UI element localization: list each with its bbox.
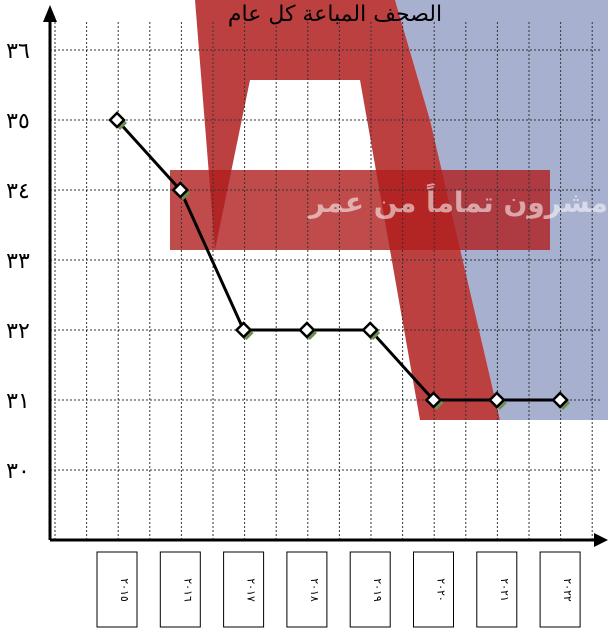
watermark: مشرون تماماً من عمر xyxy=(170,0,608,420)
y-tick-label: ٣٢ xyxy=(6,319,30,344)
x-tick-label: ٢٠١٩ xyxy=(371,578,384,602)
x-tick-box xyxy=(476,551,518,628)
data-point xyxy=(171,181,190,199)
x-axis-ticks: ٢٠١٥ ٢٠١٦ ٢٠١٧ ٢٠١٨ ٢٠١٩ ٢٠٢٠ ٢٠٢١ ٢٠٢٢ xyxy=(96,551,581,628)
series-polyline xyxy=(115,118,561,402)
x-tick-box xyxy=(349,551,391,628)
x-tick-box xyxy=(539,551,581,628)
y-axis-ticks: ٣٠ ٣١ ٣٢ ٣٣ ٣٤ ٣٥ ٣٦ xyxy=(6,39,30,484)
watermark-text: مشرون تماماً من عمر xyxy=(307,182,608,219)
x-tick-box xyxy=(286,551,328,628)
x-axis-arrow xyxy=(594,533,608,547)
x-tick: ٢٠٢١ xyxy=(476,551,518,628)
y-axis-arrow xyxy=(43,5,57,22)
y-tick-label: ٣٤ xyxy=(6,179,30,204)
x-tick: ٢٠٢٢ xyxy=(539,551,581,628)
x-tick-label: ٢٠١٥ xyxy=(118,578,131,602)
y-tick-label: ٣٠ xyxy=(6,459,30,484)
data-point xyxy=(551,391,569,409)
data-point xyxy=(488,391,506,409)
x-tick-box xyxy=(413,551,454,628)
axes xyxy=(43,5,608,547)
x-tick-box xyxy=(96,551,138,628)
x-tick: ٢٠١٥ xyxy=(96,551,138,628)
x-tick-label: ٢٠١٦ xyxy=(181,578,194,602)
x-tick-label: ٢٠٢١ xyxy=(498,578,511,602)
x-tick-label: ٢٠٢٢ xyxy=(561,578,574,602)
y-tick-label: ٣٦ xyxy=(6,39,30,64)
y-tick-label: ٣١ xyxy=(6,389,30,414)
x-tick: ٢٠١٦ xyxy=(159,551,201,628)
y-tick-label: ٣٣ xyxy=(6,249,30,274)
x-tick-box xyxy=(159,551,201,628)
x-tick-label: ٢٠١٧ xyxy=(245,578,258,602)
x-tick-box xyxy=(223,551,265,628)
x-tick: ٢٠١٩ xyxy=(349,551,391,628)
y-tick-label: ٣٥ xyxy=(6,109,30,134)
data-point xyxy=(361,321,379,339)
x-tick: ٢٠١٧ xyxy=(223,551,265,628)
data-point xyxy=(298,321,316,339)
data-point xyxy=(108,111,126,129)
x-tick-label: ٢٠١٨ xyxy=(308,578,321,602)
series-line xyxy=(108,111,571,410)
x-tick-label: ٢٠٢٠ xyxy=(435,578,448,602)
x-tick: ٢٠١٨ xyxy=(286,551,328,628)
data-point xyxy=(424,391,443,409)
watermark-red-shape xyxy=(195,0,500,420)
data-point xyxy=(234,321,253,339)
chart-title: الصحف المباعة كل عام xyxy=(228,2,442,27)
x-tick: ٢٠٢٠ xyxy=(413,551,454,628)
watermark-red-band xyxy=(170,170,550,250)
